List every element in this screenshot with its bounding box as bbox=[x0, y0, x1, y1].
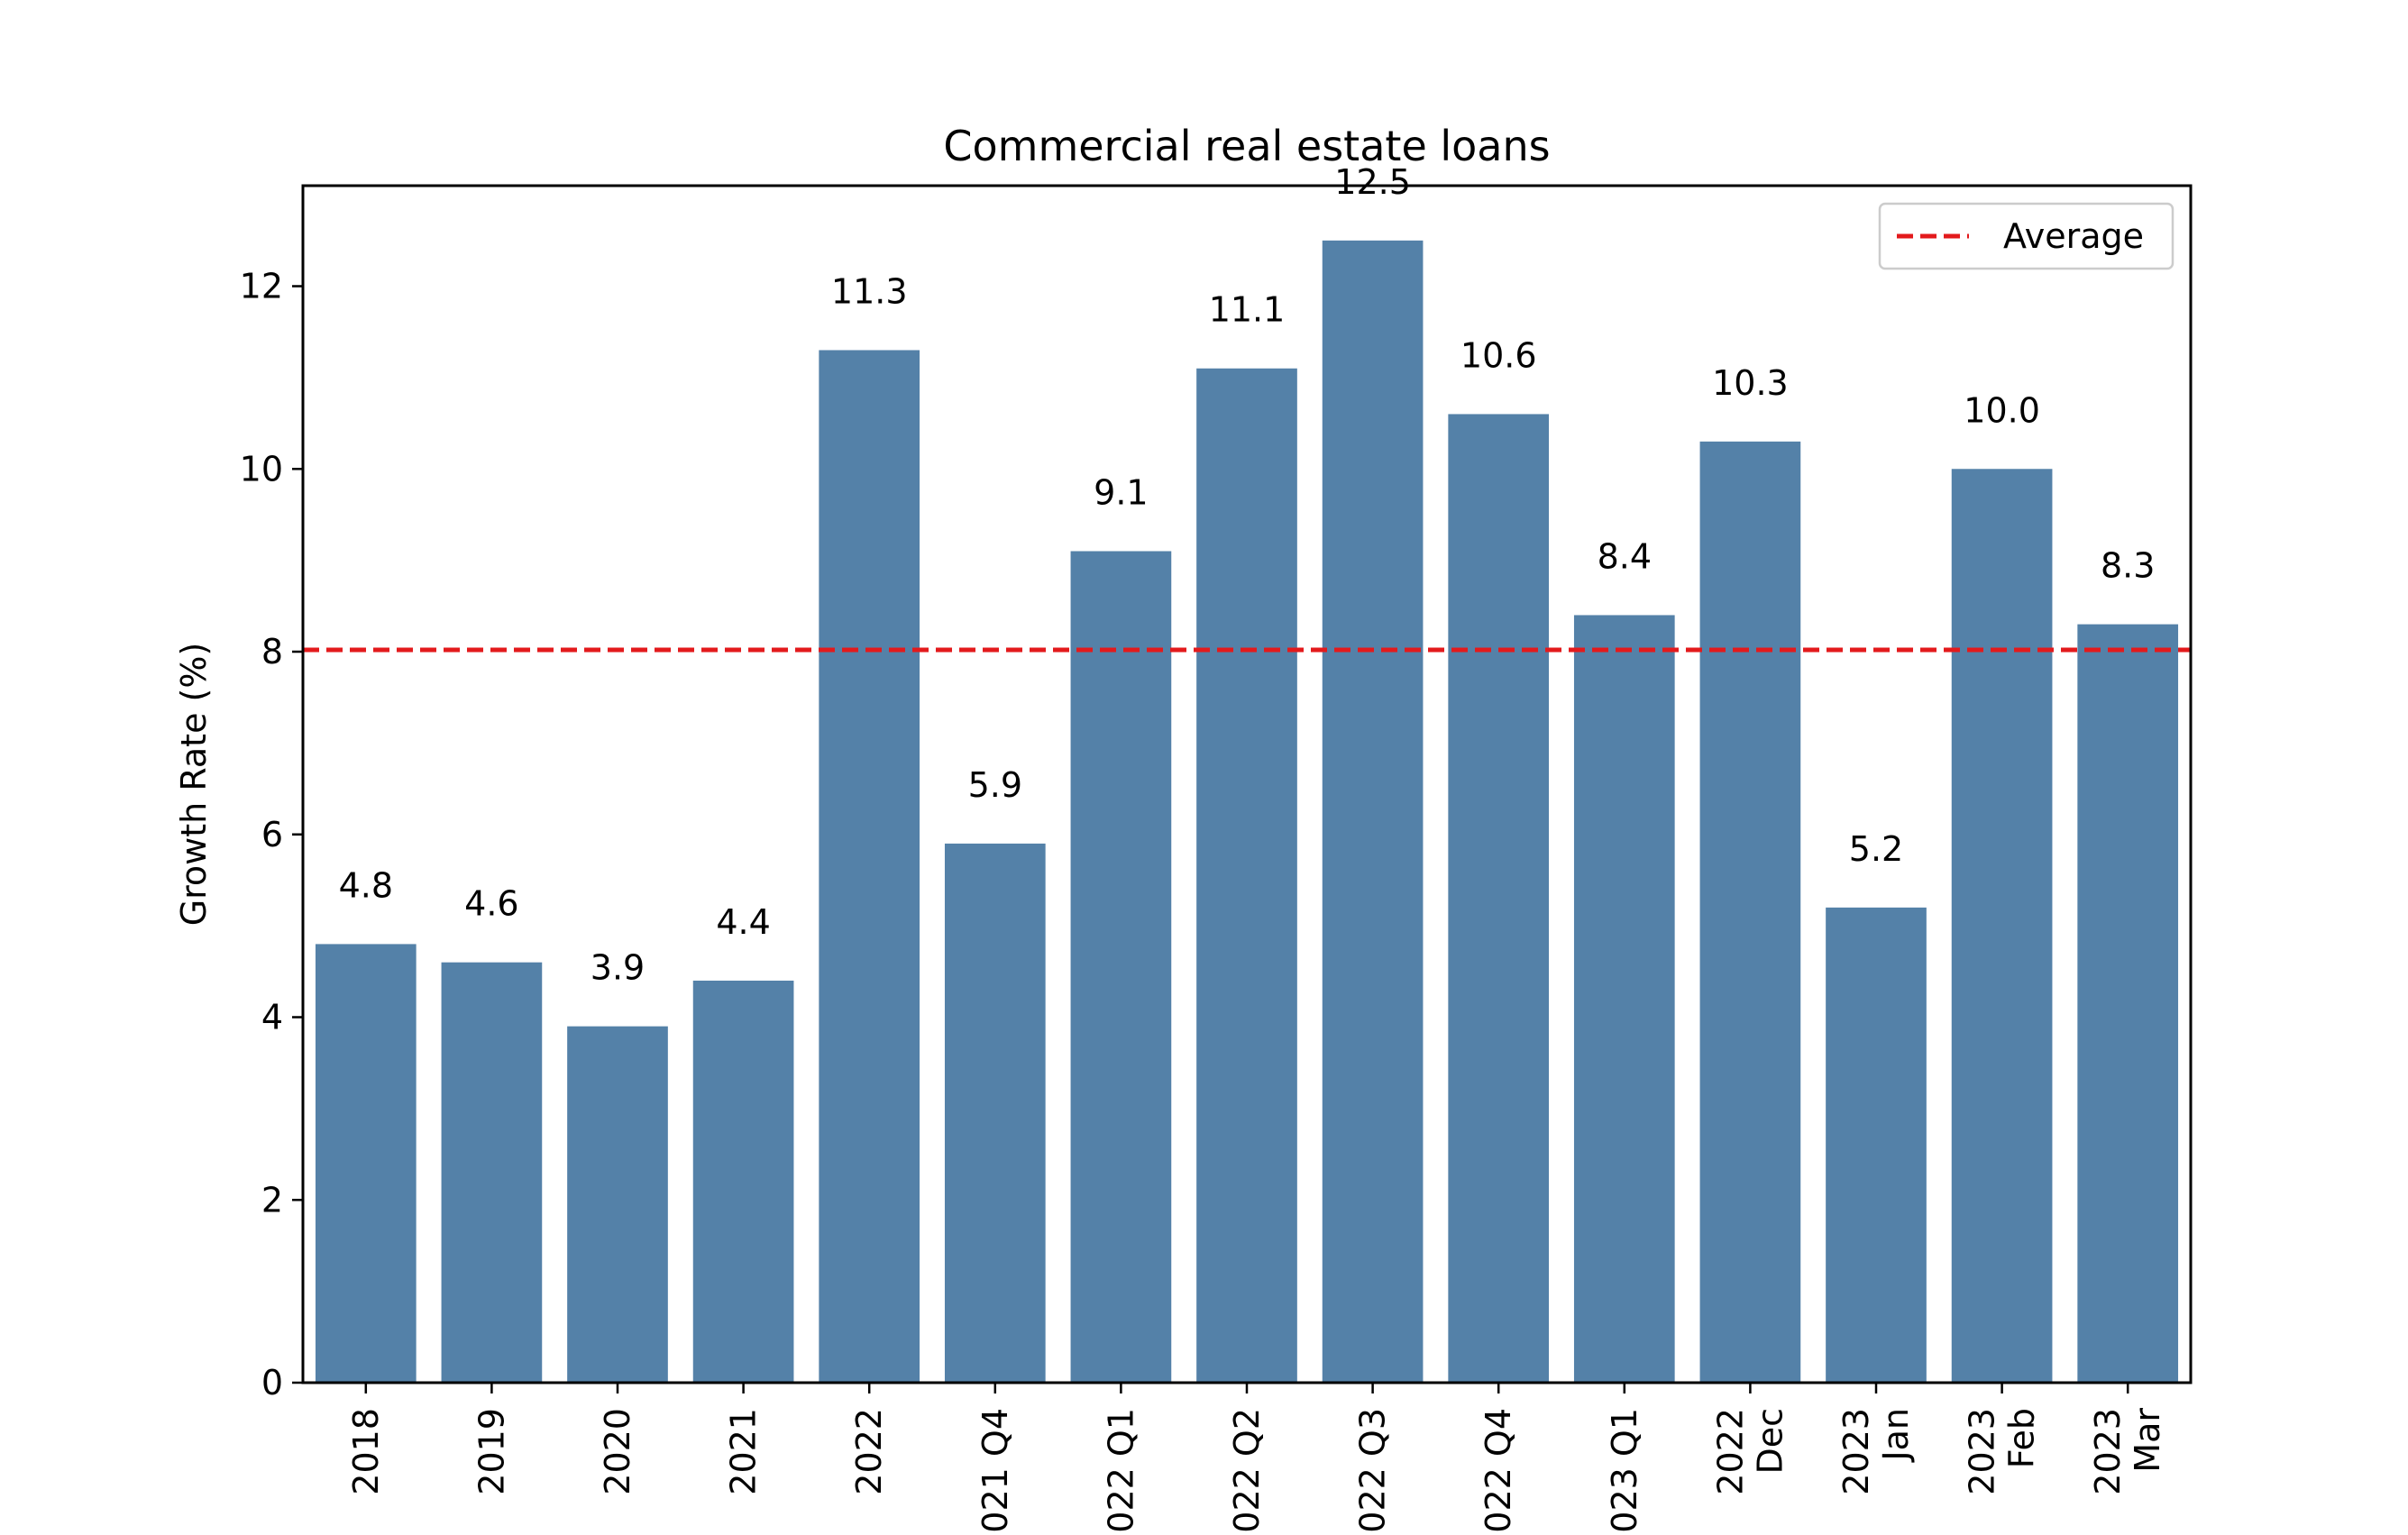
bar-value-label: 4.4 bbox=[716, 902, 770, 942]
x-tick-label-line: Feb bbox=[2002, 1408, 2042, 1468]
y-axis: 0 2 4 6 8 10 12 bbox=[240, 267, 303, 1403]
x-tick-label: 2018 bbox=[346, 1408, 386, 1495]
bar bbox=[2077, 624, 2179, 1383]
x-tick-label-line: 2019 bbox=[472, 1408, 511, 1495]
x-tick-label: 2023 Feb bbox=[1963, 1408, 2042, 1495]
bars bbox=[315, 240, 2179, 1384]
bar bbox=[315, 944, 417, 1383]
x-tick-label-line: 2021 bbox=[724, 1408, 764, 1495]
bar-value-label: 4.6 bbox=[464, 884, 518, 924]
x-tick-label: 2022 Q4 bbox=[1479, 1408, 1518, 1535]
bar bbox=[1951, 469, 2053, 1383]
x-tick-label: 2022 Q2 bbox=[1227, 1408, 1267, 1535]
x-tick-label-line: 2022 bbox=[1710, 1408, 1750, 1495]
bar-value-label: 10.6 bbox=[1460, 335, 1537, 375]
x-tick-label-line: 2018 bbox=[346, 1408, 386, 1495]
x-tick-label: 2022 Dec bbox=[1710, 1408, 1790, 1495]
bar-value-label: 11.1 bbox=[1209, 290, 1286, 330]
legend-average-label: Average bbox=[2003, 216, 2144, 256]
x-tick-label: 2022 Q3 bbox=[1353, 1408, 1393, 1535]
x-tick-label-line: 2023 bbox=[1963, 1408, 2002, 1495]
x-tick-label: 2023 Q1 bbox=[1605, 1408, 1644, 1535]
x-tick-label: 2023 Jan bbox=[1836, 1408, 1916, 1495]
bar bbox=[1826, 907, 1927, 1383]
bar bbox=[692, 980, 794, 1383]
y-tick-label: 8 bbox=[261, 632, 283, 672]
bar-value-label: 10.0 bbox=[1964, 390, 2040, 430]
y-tick-label: 0 bbox=[261, 1363, 283, 1403]
chart-title: Commercial real estate loans bbox=[943, 122, 1550, 170]
x-tick-label-line: Dec bbox=[1750, 1408, 1790, 1475]
bar bbox=[1196, 368, 1297, 1384]
x-tick-label-line: 2022 Q4 bbox=[1479, 1408, 1518, 1535]
x-tick-label-line: 2023 bbox=[2088, 1408, 2128, 1495]
bar-value-label: 5.9 bbox=[968, 765, 1022, 805]
y-tick-label: 6 bbox=[261, 815, 283, 854]
bar-value-label: 3.9 bbox=[591, 948, 645, 988]
x-tick-label: 2022 bbox=[849, 1408, 889, 1495]
bar bbox=[944, 843, 1046, 1383]
bar-value-label: 12.5 bbox=[1334, 162, 1411, 202]
x-tick-label: 2019 bbox=[472, 1408, 511, 1495]
bar bbox=[1448, 414, 1550, 1384]
x-axis: 2018 2019 2020 2021 2022 2021 Q4 2022 Q1 2022 Q… bbox=[346, 1383, 2167, 1535]
x-tick-label-line: 2021 Q4 bbox=[975, 1408, 1015, 1535]
bar bbox=[1070, 551, 1172, 1383]
bar-value-label: 8.4 bbox=[1598, 536, 1652, 576]
bar-value-label: 9.1 bbox=[1094, 472, 1148, 512]
x-tick-label-line: 2023 Q1 bbox=[1605, 1408, 1644, 1535]
bar-value-label: 10.3 bbox=[1712, 363, 1789, 403]
x-tick-label-line: 2023 bbox=[1836, 1408, 1876, 1495]
legend-box bbox=[1878, 202, 2175, 270]
x-tick-label: 2022 Q1 bbox=[1101, 1408, 1140, 1535]
x-tick-label: 2021 bbox=[724, 1408, 764, 1495]
x-tick-label-line: Jan bbox=[1876, 1408, 1916, 1463]
bar bbox=[441, 962, 543, 1383]
x-tick-label-line: 2020 bbox=[598, 1408, 637, 1495]
x-tick-label-line: 2022 Q2 bbox=[1227, 1408, 1267, 1535]
x-tick-label: 2021 Q4 bbox=[975, 1408, 1015, 1535]
bar bbox=[1573, 615, 1675, 1383]
y-tick-label: 2 bbox=[261, 1180, 283, 1220]
bar-value-label: 4.8 bbox=[339, 865, 393, 905]
bar-value-label: 8.3 bbox=[2101, 546, 2155, 586]
bar-value-label: 11.3 bbox=[831, 271, 908, 311]
x-tick-label: 2023 Mar bbox=[2088, 1408, 2167, 1495]
y-tick-label: 10 bbox=[240, 449, 283, 489]
bar bbox=[1322, 240, 1424, 1383]
y-axis-label: Growth Rate (%) bbox=[174, 643, 214, 927]
x-tick-label-line: 2022 Q1 bbox=[1101, 1408, 1140, 1535]
bar bbox=[567, 1026, 668, 1383]
y-tick-label: 12 bbox=[240, 267, 283, 306]
x-tick-label: 2020 bbox=[598, 1408, 637, 1495]
y-tick-label: 4 bbox=[261, 998, 283, 1037]
x-tick-label-line: Mar bbox=[2128, 1408, 2167, 1473]
legend: Average bbox=[1878, 202, 2175, 270]
x-tick-label-line: 2022 Q3 bbox=[1353, 1408, 1393, 1535]
bar bbox=[1699, 441, 1801, 1384]
bar bbox=[819, 350, 920, 1384]
x-tick-label-line: 2022 bbox=[849, 1408, 889, 1495]
bar-value-label: 5.2 bbox=[1849, 829, 1903, 869]
data-labels: 4.8 4.6 3.9 4.4 11.3 5.9 9.1 11.1 12.5 10.6 8.4 10.… bbox=[339, 162, 2156, 988]
